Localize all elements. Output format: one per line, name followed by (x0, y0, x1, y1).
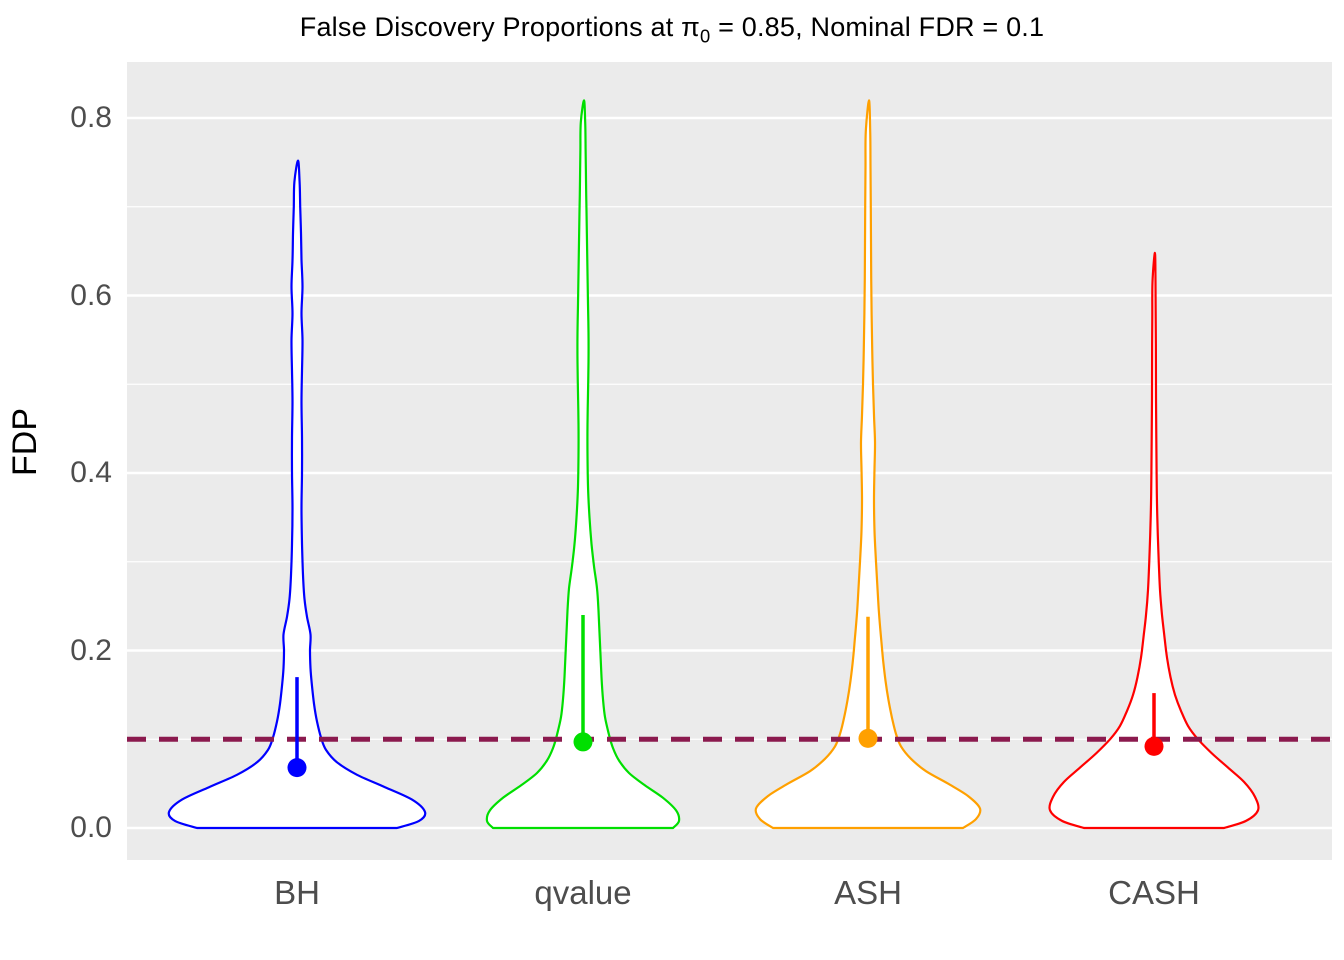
violin-ASH (754, 99, 982, 830)
y-tick-label-0.4: 0.4 (70, 456, 112, 489)
mean-point-qvalue (573, 732, 593, 752)
plot-panel (127, 62, 1332, 860)
violin-qvalue (485, 99, 681, 830)
x-category-label-CASH: CASH (1108, 874, 1200, 911)
y-tick-label-0.0: 0.0 (70, 811, 112, 844)
title-text-2: = 0.85, Nominal FDR = 0.1 (710, 12, 1045, 42)
mean-point-CASH (1144, 736, 1164, 756)
mean-point-BH (287, 758, 307, 778)
pi-subscript: 0 (699, 25, 711, 47)
y-tick-label-0.8: 0.8 (70, 101, 112, 134)
pi-symbol: π (681, 12, 700, 42)
title-text: False Discovery Proportions at (299, 12, 682, 42)
y-tick-label-0.2: 0.2 (70, 633, 112, 667)
x-category-label-BH: BH (274, 874, 320, 911)
y-axis-label: FDP (6, 408, 44, 476)
x-category-label-qvalue: qvalue (534, 874, 632, 911)
violin-BH (167, 159, 427, 830)
mean-point-ASH (858, 728, 878, 748)
chart-title: False Discovery Proportions at π0 = 0.85… (0, 12, 1344, 47)
x-category-label-ASH: ASH (834, 874, 902, 911)
y-tick-label-0.6: 0.6 (70, 278, 112, 312)
violin-CASH (1048, 251, 1260, 830)
